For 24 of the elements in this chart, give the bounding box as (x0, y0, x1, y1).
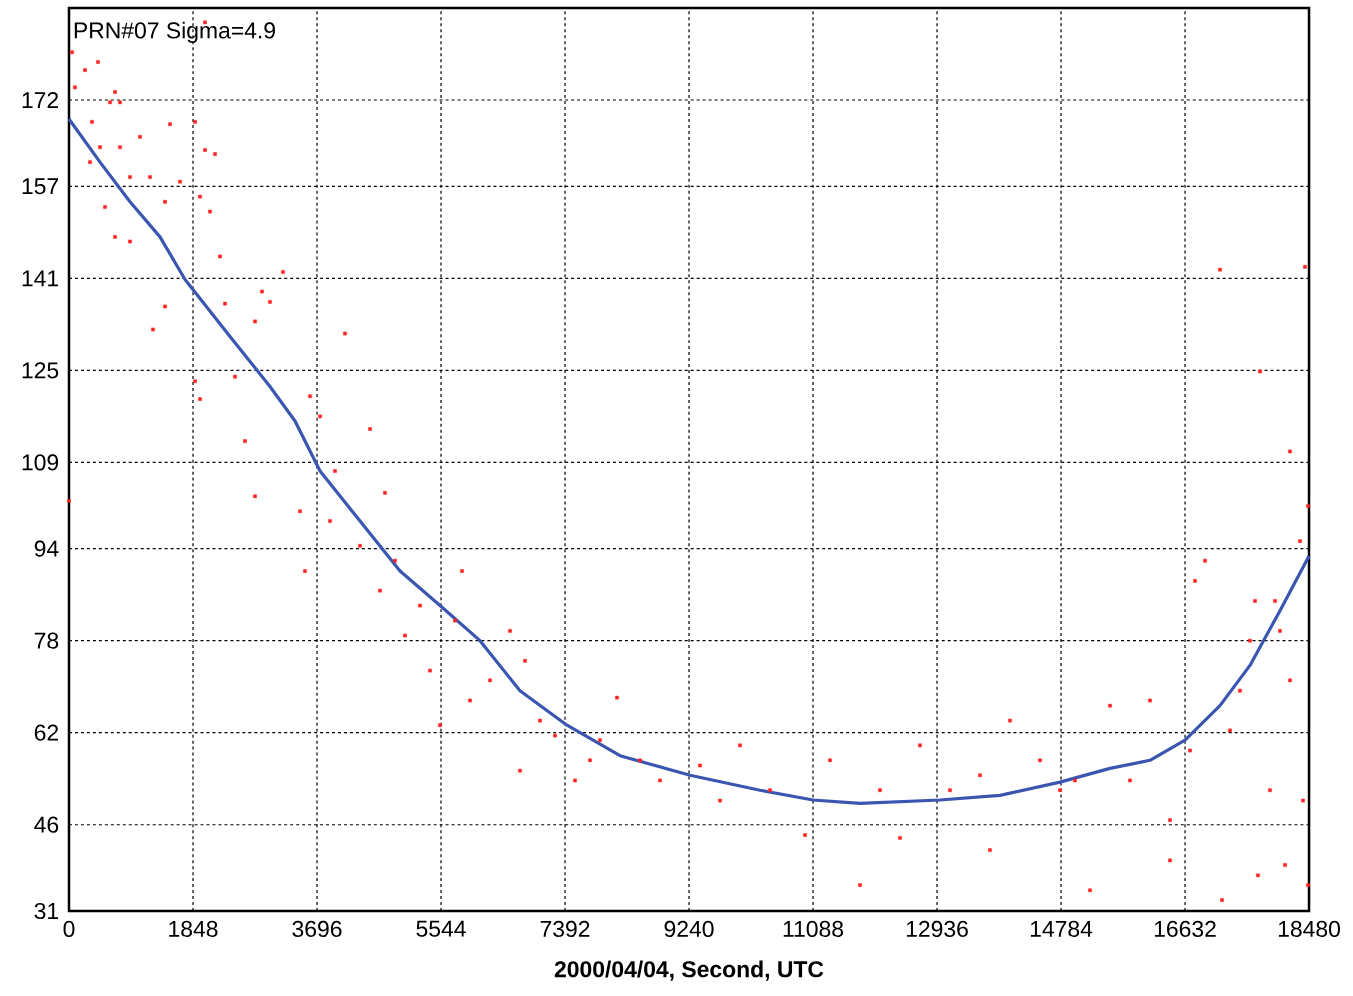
y-tick-label: 157 (22, 178, 59, 195)
x-tick-label: 5544 (416, 920, 466, 937)
x-tick-label: 18480 (1278, 920, 1340, 938)
y-tick-label: 62 (34, 724, 59, 741)
x-tick-label: 9240 (664, 920, 714, 938)
y-tick-label: 78 (34, 632, 59, 649)
y-tick-label: 141 (22, 270, 59, 287)
x-tick-label: 7392 (540, 920, 590, 938)
line-series (67, 117, 1311, 806)
x-tick-label: 1848 (169, 920, 218, 938)
x-tick-label: 3696 (292, 920, 342, 938)
y-tick-label: 109 (22, 454, 59, 471)
x-tick-label: 14784 (1030, 920, 1093, 938)
x-tick-label: 12936 (906, 920, 968, 938)
y-tick-label: 46 (34, 816, 59, 833)
y-tick-label: 31 (34, 902, 59, 920)
annotation: PRN#07 Sigma=4.9 (74, 21, 275, 44)
y-tick-label: 94 (34, 540, 59, 557)
x-tick-label: 0 (63, 920, 75, 938)
x-tick-label: 16632 (1154, 920, 1216, 938)
y-tick-label: 172 (22, 92, 59, 109)
x-axis-title: 2000/04/04, Second, UTC (554, 960, 824, 981)
x-tick-label: 11088 (783, 920, 844, 938)
y-tick-label: 125 (22, 362, 59, 379)
